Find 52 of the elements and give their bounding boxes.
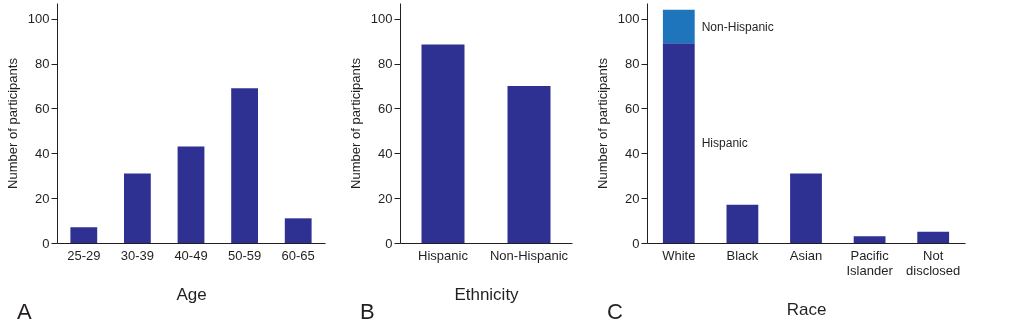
bar bbox=[662, 9, 695, 44]
y-axis-title: Number of participants bbox=[4, 57, 20, 189]
y-tick-label: 60 bbox=[35, 100, 50, 116]
x-tick-label: Non-Hispanic bbox=[489, 247, 569, 263]
y-tick-label: 80 bbox=[35, 56, 50, 72]
y-tick-label: 20 bbox=[625, 190, 640, 206]
bar bbox=[853, 236, 886, 243]
x-axis-title: Ethnicity bbox=[454, 284, 520, 304]
y-tick-label: 60 bbox=[625, 100, 640, 116]
x-tick-label: 30-39 bbox=[120, 247, 155, 263]
bar bbox=[917, 231, 950, 243]
x-tick-label: Pacific Islander bbox=[846, 247, 894, 278]
text: B bbox=[360, 299, 375, 324]
text: C bbox=[607, 299, 623, 324]
bar bbox=[124, 173, 151, 243]
y-tick-label: 40 bbox=[378, 145, 393, 161]
y-tick-label: 60 bbox=[378, 100, 393, 116]
series-label: Non-Hispanic bbox=[701, 19, 774, 34]
x-tick-label: Black bbox=[726, 247, 759, 263]
y-tick-label: 100 bbox=[370, 11, 393, 27]
bar bbox=[284, 218, 312, 243]
y-tick-label: 0 bbox=[385, 235, 393, 251]
y-tick-label: 40 bbox=[625, 145, 640, 161]
bar bbox=[70, 227, 98, 243]
bar bbox=[177, 146, 205, 243]
x-tick-label: White bbox=[662, 247, 696, 263]
y-tick-label: 100 bbox=[27, 11, 50, 27]
x-axis-title: Race bbox=[786, 299, 827, 319]
y-tick-label: 0 bbox=[632, 235, 640, 251]
x-tick-label: 25-29 bbox=[67, 247, 101, 263]
y-axis-title: Number of participants bbox=[594, 57, 610, 189]
x-tick-label: 50-59 bbox=[227, 247, 262, 263]
y-tick-label: 20 bbox=[378, 190, 393, 206]
y-axis-title: Number of participants bbox=[347, 57, 363, 189]
y-tick-label: 80 bbox=[378, 56, 393, 72]
series-label: Hispanic bbox=[701, 136, 748, 151]
x-axis-title: Age bbox=[176, 284, 207, 304]
y-tick-label: 80 bbox=[625, 56, 640, 72]
text: A bbox=[17, 299, 32, 324]
x-tick-label: Hispanic bbox=[418, 247, 469, 263]
bar bbox=[726, 204, 759, 243]
y-tick-label: 40 bbox=[35, 145, 50, 161]
y-tick-label: 100 bbox=[617, 11, 640, 27]
x-tick-label: 40-49 bbox=[174, 247, 208, 263]
x-tick-label: Not disclosed bbox=[906, 247, 961, 278]
y-tick-label: 20 bbox=[35, 190, 50, 206]
bar bbox=[231, 88, 258, 243]
x-tick-label: Asian bbox=[789, 247, 823, 263]
bar bbox=[790, 173, 822, 243]
y-tick-label: 0 bbox=[42, 235, 50, 251]
bar bbox=[662, 43, 695, 243]
x-tick-label: 60-65 bbox=[281, 247, 315, 263]
